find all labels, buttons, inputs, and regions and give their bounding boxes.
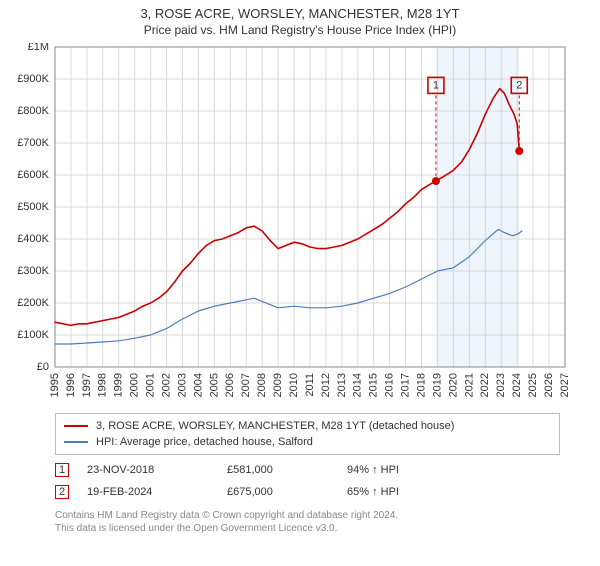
legend-label: 3, ROSE ACRE, WORSLEY, MANCHESTER, M28 1… [96,420,454,432]
xtick-label: 2015 [368,373,380,397]
xtick-label: 2013 [336,373,348,397]
sale-row-date: 19-FEB-2024 [87,486,227,498]
xtick-label: 2005 [208,373,220,397]
legend-row: 3, ROSE ACRE, WORSLEY, MANCHESTER, M28 1… [64,418,551,434]
xtick-label: 2006 [224,373,236,397]
xtick-label: 2020 [447,373,459,397]
xtick-label: 1998 [97,373,109,397]
xtick-label: 2010 [288,373,300,397]
xtick-label: 2014 [352,373,364,397]
legend-swatch [64,441,88,443]
ytick-label: £800K [17,105,49,117]
xtick-label: 2025 [527,373,539,397]
xtick-label: 2009 [272,373,284,397]
xtick-label: 2017 [400,373,412,397]
ytick-label: £700K [17,137,49,149]
xtick-label: 1999 [113,373,125,397]
xtick-label: 2024 [511,373,523,397]
chart-svg: £0 £100K £200K £300K £400K £500K £600K £700K £80… [0,43,585,407]
chart-subtitle: Price paid vs. HM Land Registry's House … [0,23,600,37]
xtick-label: 2023 [495,373,507,397]
ytick-label: £200K [17,297,49,309]
ytick-label: £0 [37,361,49,373]
sale-row: 2 19-FEB-2024£675,00065% ↑ HPI [55,485,560,499]
xtick-label: 2012 [320,373,332,397]
ytick-label: £600K [17,169,49,181]
ytick-label: £400K [17,233,49,245]
xtick-label: 2001 [145,373,157,397]
xtick-label: 2016 [384,373,396,397]
chart-title: 3, ROSE ACRE, WORSLEY, MANCHESTER, M28 1… [0,6,600,21]
sale-row: 1 23-NOV-2018£581,00094% ↑ HPI [55,463,560,477]
footer-text: Contains HM Land Registry data © Crown c… [55,509,560,535]
sale-dot [432,177,440,185]
legend-box: 3, ROSE ACRE, WORSLEY, MANCHESTER, M28 1… [55,413,560,455]
xtick-label: 1996 [65,373,77,397]
ytick-label: £900K [17,73,49,85]
legend-swatch [64,425,88,427]
sale-row-pct: 94% ↑ HPI [347,464,467,476]
sales-table: 1 23-NOV-2018£581,00094% ↑ HPI 2 19-FEB-202… [55,463,560,499]
xtick-label: 2021 [463,373,475,397]
footer-line1: Contains HM Land Registry data © Crown c… [55,509,560,522]
ytick-label: £100K [17,329,49,341]
sale-row-pct: 65% ↑ HPI [347,486,467,498]
sale-row-price: £675,000 [227,486,347,498]
xtick-label: 2018 [415,373,427,397]
ytick-label: £300K [17,265,49,277]
xtick-label: 2000 [129,373,141,397]
plot-area: £0 £100K £200K £300K £400K £500K £600K £700K £80… [0,43,590,407]
sale-dot [515,147,523,155]
xtick-label: 1997 [81,373,93,397]
xtick-label: 2008 [256,373,268,397]
legend-label: HPI: Average price, detached house, Salf… [96,436,313,448]
xtick-label: 2019 [431,373,443,397]
xtick-label: 2002 [160,373,172,397]
ytick-label: £500K [17,201,49,213]
xtick-label: 2004 [192,373,204,397]
footer-line2: This data is licensed under the Open Gov… [55,522,560,535]
xtick-label: 1995 [49,373,61,397]
xtick-label: 2026 [543,373,555,397]
ytick-label: £1M [28,43,49,53]
xtick-label: 2022 [479,373,491,397]
sale-marker-number: 1 [433,79,439,91]
xtick-label: 2027 [559,373,571,397]
xtick-label: 2007 [240,373,252,397]
sale-row-marker: 2 [55,485,69,499]
sale-marker-number: 2 [516,79,522,91]
xtick-label: 2003 [176,373,188,397]
sale-row-marker: 1 [55,463,69,477]
sale-row-date: 23-NOV-2018 [87,464,227,476]
legend-row: HPI: Average price, detached house, Salf… [64,434,551,450]
legend-block: 3, ROSE ACRE, WORSLEY, MANCHESTER, M28 1… [55,413,560,499]
sale-row-price: £581,000 [227,464,347,476]
xtick-label: 2011 [304,373,316,397]
